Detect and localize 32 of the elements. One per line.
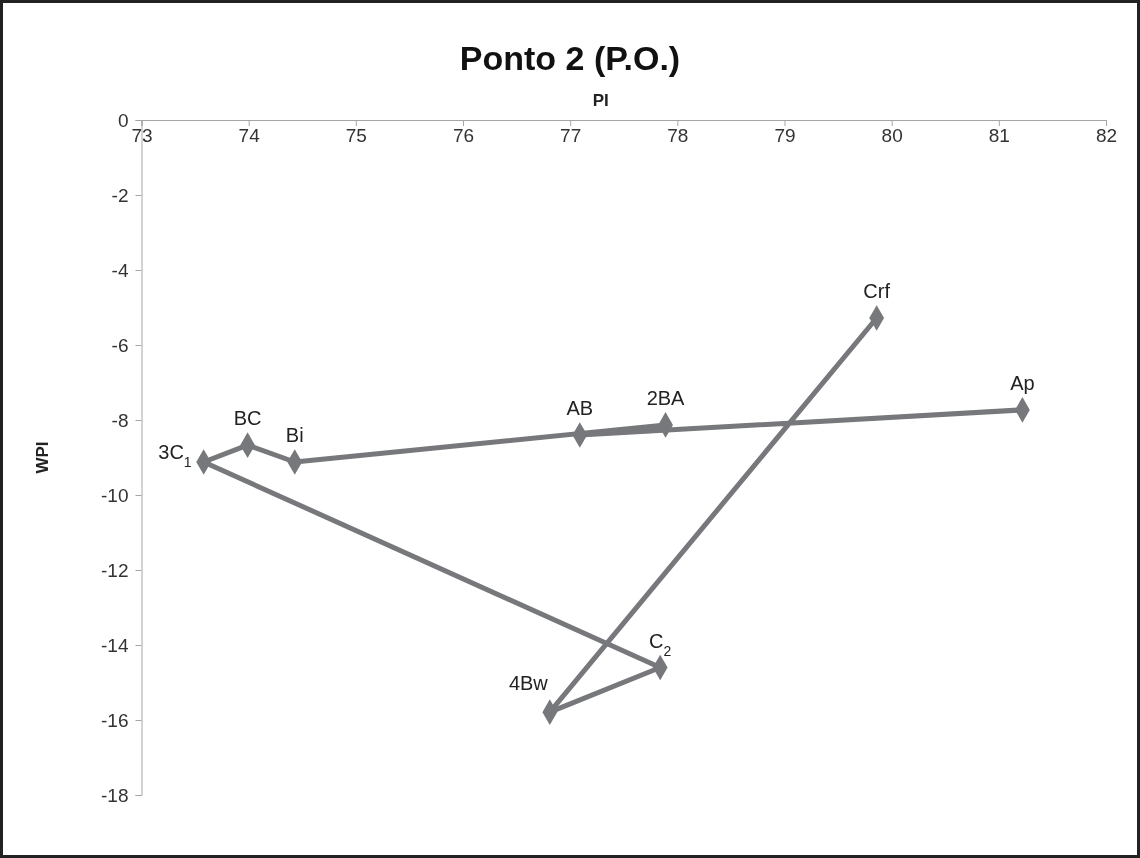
chart-title: Ponto 2 (P.O.) [459,39,681,77]
y-axis-title: WPI [33,441,52,474]
x-tick-label: 81 [988,125,1010,147]
annotation: Bi [285,424,304,446]
x-tick-label: 76 [452,125,475,147]
x-tick-label: 74 [238,125,261,147]
annotation: 2BA [646,386,686,409]
y-tick-label: -2 [111,184,129,206]
x-tick-label: 73 [131,125,153,147]
x-tick-label: 82 [1095,125,1118,147]
x-tick-label: 75 [345,125,367,147]
y-tick-label: -8 [111,409,129,431]
y-tick-label: -10 [101,484,129,506]
annotation: 3C$_{1}$ [158,441,192,470]
y-tick-label: -4 [111,259,129,281]
y-tick-label: -18 [101,784,129,806]
x-axis-title: PI [592,91,609,110]
y-tick-label: -6 [111,334,129,356]
x-tick-label: 78 [667,125,689,147]
annotation: 4Bw [508,672,549,695]
y-tick-label: -12 [101,559,129,581]
annotation: AB [566,397,594,419]
y-tick-label: -14 [101,634,129,656]
y-tick-label: -16 [101,709,129,731]
y-tick-label: 0 [117,109,129,131]
x-tick-label: 79 [774,125,796,147]
annotation: BC [233,407,262,430]
annotation: Ap [1010,371,1035,394]
annotation: C$_{2}$ [649,629,672,659]
x-tick-label: 80 [881,125,903,147]
x-tick-label: 77 [560,125,582,147]
annotation: Crf [863,280,891,302]
